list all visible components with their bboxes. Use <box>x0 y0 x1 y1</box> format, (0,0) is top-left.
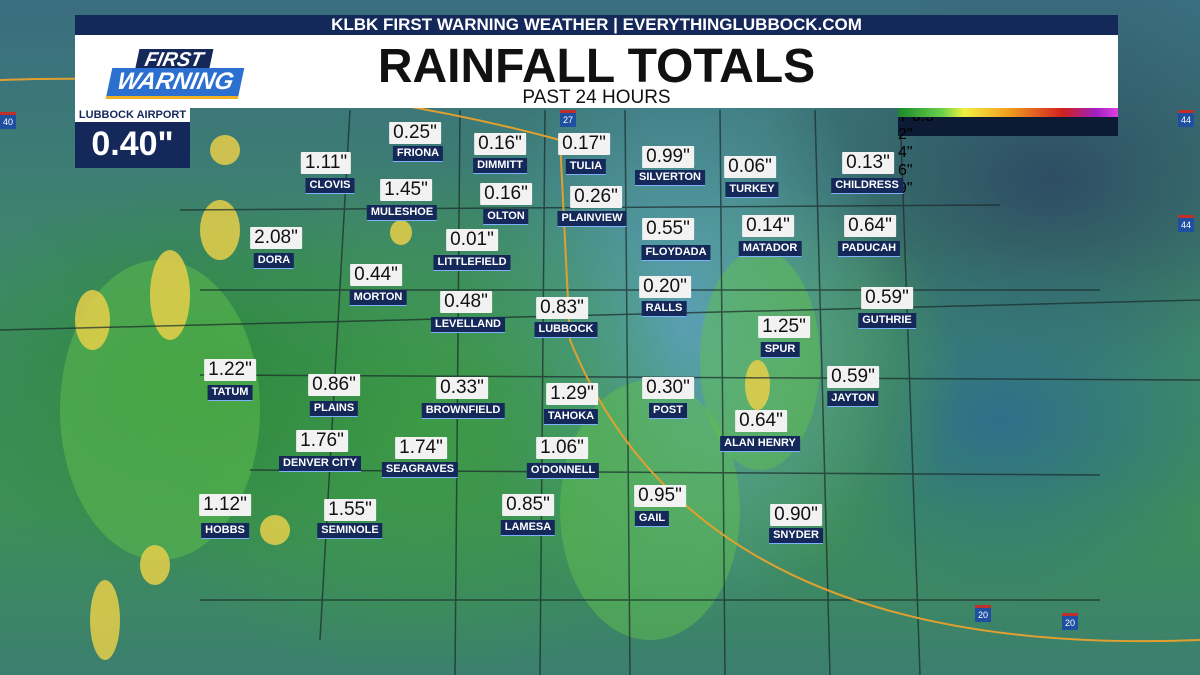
station-name: LITTLEFIELD <box>433 255 511 271</box>
station-value: 1.12" <box>199 494 251 516</box>
airport-value: 0.40" <box>91 125 174 163</box>
station-value: 0.55" <box>642 218 694 240</box>
station-value: 1.76" <box>296 430 348 452</box>
heavy-rain <box>75 290 110 350</box>
legend-label: 2" <box>898 126 913 143</box>
title-bar: FIRST WARNING RAINFALL TOTALS PAST 24 HO… <box>75 35 1118 108</box>
station-value: 0.85" <box>502 494 554 516</box>
heavy-rain <box>90 580 120 660</box>
station-value: 0.59" <box>827 366 879 388</box>
station-name: LUBBOCK <box>534 322 598 338</box>
station-value: 0.64" <box>844 215 896 237</box>
station-value: 0.90" <box>770 504 822 526</box>
legend-label: 4" <box>898 144 913 161</box>
station-name: PADUCAH <box>837 241 901 257</box>
heavy-rain <box>140 545 170 585</box>
legend-label: 9" <box>898 180 913 197</box>
station-name: PLAINS <box>309 401 359 417</box>
station-value: 0.14" <box>742 215 794 237</box>
station-value: 0.95" <box>634 485 686 507</box>
banner: KLBK FIRST WARNING WEATHER | EVERYTHINGL… <box>75 15 1118 35</box>
station-value: 0.30" <box>642 377 694 399</box>
station-value: 0.16" <box>474 133 526 155</box>
station-value: 0.20" <box>639 276 691 298</box>
station-value: 0.17" <box>558 133 610 155</box>
subtitle: PAST 24 HOURS <box>522 87 671 108</box>
station-name: FLOYDADA <box>641 245 711 261</box>
station-name: SILVERTON <box>635 170 705 186</box>
station-name: DORA <box>253 253 295 269</box>
station-name: TAHOKA <box>543 409 599 425</box>
station-name: HOBBS <box>201 523 249 539</box>
highway-shield: 40 <box>0 112 16 129</box>
station-name: BROWNFIELD <box>421 403 505 419</box>
station-value: 0.01" <box>446 229 498 251</box>
station-value: 0.06" <box>724 156 776 178</box>
heavy-rain <box>390 220 412 245</box>
station-name: GAIL <box>634 511 670 527</box>
highway-shield: 44 <box>1178 110 1194 127</box>
legend: T 0.5"2"4"6"9" <box>898 108 1118 197</box>
station-value: 2.08" <box>250 227 302 249</box>
station-name: SPUR <box>760 342 800 358</box>
station-value: 0.44" <box>350 264 402 286</box>
station-name: DENVER CITY <box>279 456 361 472</box>
station-name: ALAN HENRY <box>720 436 800 452</box>
station-value: 1.22" <box>204 359 256 381</box>
station-name: O'DONNELL <box>526 463 600 479</box>
station-value: 0.33" <box>436 377 488 399</box>
station-value: 1.29" <box>546 383 598 405</box>
station-name: FRIONA <box>392 146 444 162</box>
airport-box: LUBBOCK AIRPORT 0.40" <box>75 108 190 168</box>
station-name: MULESHOE <box>366 205 438 221</box>
station-name: OLTON <box>483 209 529 225</box>
station-value: 1.25" <box>758 316 810 338</box>
station-name: LEVELLAND <box>431 317 505 333</box>
station-value: 0.64" <box>735 410 787 432</box>
station-value: 1.45" <box>380 179 432 201</box>
legend-label: 6" <box>898 162 913 179</box>
highway-shield: 27 <box>560 110 576 127</box>
station-name: GUTHRIE <box>858 313 916 329</box>
station-value: 1.06" <box>536 437 588 459</box>
station-name: DIMMITT <box>473 158 527 174</box>
station-name: TATUM <box>207 385 253 401</box>
airport-label: LUBBOCK AIRPORT <box>75 108 190 122</box>
station-value: 0.13" <box>842 152 894 174</box>
station-name: SNYDER <box>769 528 823 544</box>
station-name: MATADOR <box>738 241 802 257</box>
station-name: MORTON <box>349 290 407 306</box>
station-value: 0.26" <box>570 186 622 208</box>
highway-shield: 44 <box>1178 215 1194 232</box>
station-value: 0.48" <box>440 291 492 313</box>
station-name: TURKEY <box>725 182 779 198</box>
station-value: 1.11" <box>300 152 352 174</box>
station-value: 0.59" <box>861 287 913 309</box>
station-value: 0.25" <box>389 122 441 144</box>
highway-shield: 20 <box>975 605 991 622</box>
station-value: 1.74" <box>395 437 447 459</box>
station-name: CHILDRESS <box>831 178 903 194</box>
station-name: PLAINVIEW <box>557 211 627 227</box>
heavy-rain <box>745 360 770 410</box>
station-name: JAYTON <box>827 391 879 407</box>
station-value: 1.55" <box>324 499 376 521</box>
heavy-rain <box>210 135 240 165</box>
station-name: LAMESA <box>500 520 556 536</box>
station-name: POST <box>649 403 687 419</box>
station-name: TULIA <box>565 159 607 175</box>
station-value: 0.83" <box>536 297 588 319</box>
title: RAINFALL TOTALS <box>377 40 816 93</box>
station-name: RALLS <box>641 301 687 317</box>
station-name: SEAGRAVES <box>381 462 459 478</box>
station-name: SEMINOLE <box>317 523 383 539</box>
station-value: 0.86" <box>308 374 360 396</box>
color-ramp <box>898 108 1118 117</box>
station-value: 0.16" <box>480 183 532 205</box>
station-name: CLOVIS <box>305 178 355 194</box>
highway-shield: 20 <box>1062 613 1078 630</box>
heavy-rain <box>260 515 290 545</box>
station-value: 0.99" <box>642 146 694 168</box>
